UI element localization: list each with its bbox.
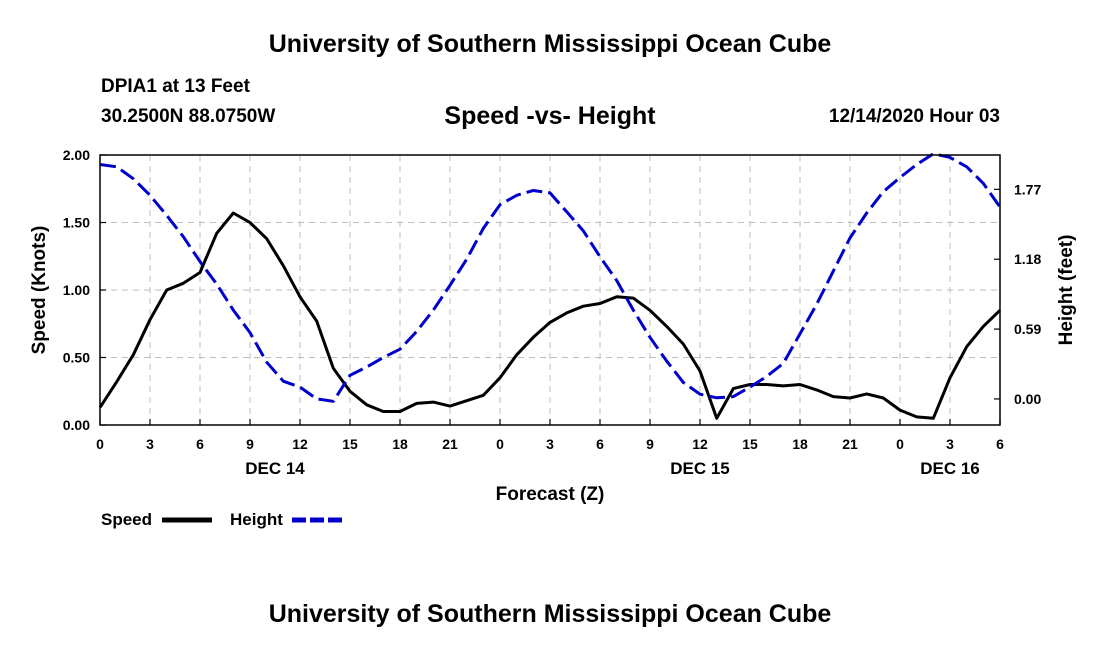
- day-label: DEC 14: [245, 459, 305, 478]
- x-tick-label: 3: [546, 436, 554, 452]
- y-tick-label: 0.50: [63, 350, 90, 366]
- x-tick-label: 9: [246, 436, 254, 452]
- x-tick-label: 15: [342, 436, 358, 452]
- y2-tick-label: 0.59: [1014, 321, 1041, 337]
- station-coordinates: 30.2500N 88.0750W: [101, 106, 276, 127]
- x-tick-label: 9: [646, 436, 654, 452]
- y-tick-label: 0.00: [63, 417, 90, 433]
- legend: Speed Height: [101, 510, 342, 529]
- y2-axis-label: Height (feet): [1056, 235, 1077, 346]
- y2-tick-label: 1.77: [1014, 181, 1041, 197]
- x-tick-label: 21: [442, 436, 458, 452]
- x-tick-label: 3: [946, 436, 954, 452]
- x-tick-label: 15: [742, 436, 758, 452]
- y2-tick-label: 1.18: [1014, 251, 1041, 267]
- x-tick-label: 0: [96, 436, 104, 452]
- top-title: University of Southern Mississippi Ocean…: [268, 30, 832, 58]
- forecast-datetime: 12/14/2020 Hour 03: [828, 106, 1000, 127]
- x-tick-label: 0: [896, 436, 904, 452]
- x-axis-label: Forecast (Z): [496, 484, 605, 505]
- x-tick-label: 18: [792, 436, 808, 452]
- speed-series-line: [98, 211, 1002, 420]
- x-tick-label: 12: [692, 436, 708, 452]
- x-tick-label: 21: [842, 436, 858, 452]
- legend-height-label: Height: [230, 510, 283, 529]
- x-tick-label: 3: [146, 436, 154, 452]
- chart-title: Speed -vs- Height: [444, 102, 656, 130]
- axis-labels: Forecast (Z) Speed (Knots) Height (feet): [29, 226, 1077, 505]
- day-label: DEC 15: [670, 459, 730, 478]
- x-tick-label: 6: [996, 436, 1004, 452]
- legend-speed-label: Speed: [101, 510, 152, 529]
- station-label: DPIA1 at 13 Feet: [101, 76, 250, 97]
- y2-tick-label: 0.00: [1014, 391, 1041, 407]
- y-tick-label: 1.50: [63, 215, 90, 231]
- height-series-line: [99, 152, 1002, 403]
- axis-ticks: 0 3 6 9 12 15 18 21 0 3 6 9 12 15 18 21 0 3 6 0.00 0.50 1.00 1…: [63, 147, 1042, 478]
- grid-lines: [100, 155, 1000, 425]
- x-tick-label: 6: [196, 436, 204, 452]
- series-lines: [98, 152, 1002, 420]
- x-tick-label: 0: [496, 436, 504, 452]
- y-tick-label: 1.00: [63, 282, 90, 298]
- x-tick-label: 18: [392, 436, 408, 452]
- y-tick-label: 2.00: [63, 147, 90, 163]
- x-tick-label: 12: [292, 436, 308, 452]
- day-label: DEC 16: [920, 459, 980, 478]
- x-tick-label: 6: [596, 436, 604, 452]
- y-axis-label: Speed (Knots): [29, 226, 50, 355]
- bottom-title: University of Southern Mississippi Ocean…: [268, 600, 832, 628]
